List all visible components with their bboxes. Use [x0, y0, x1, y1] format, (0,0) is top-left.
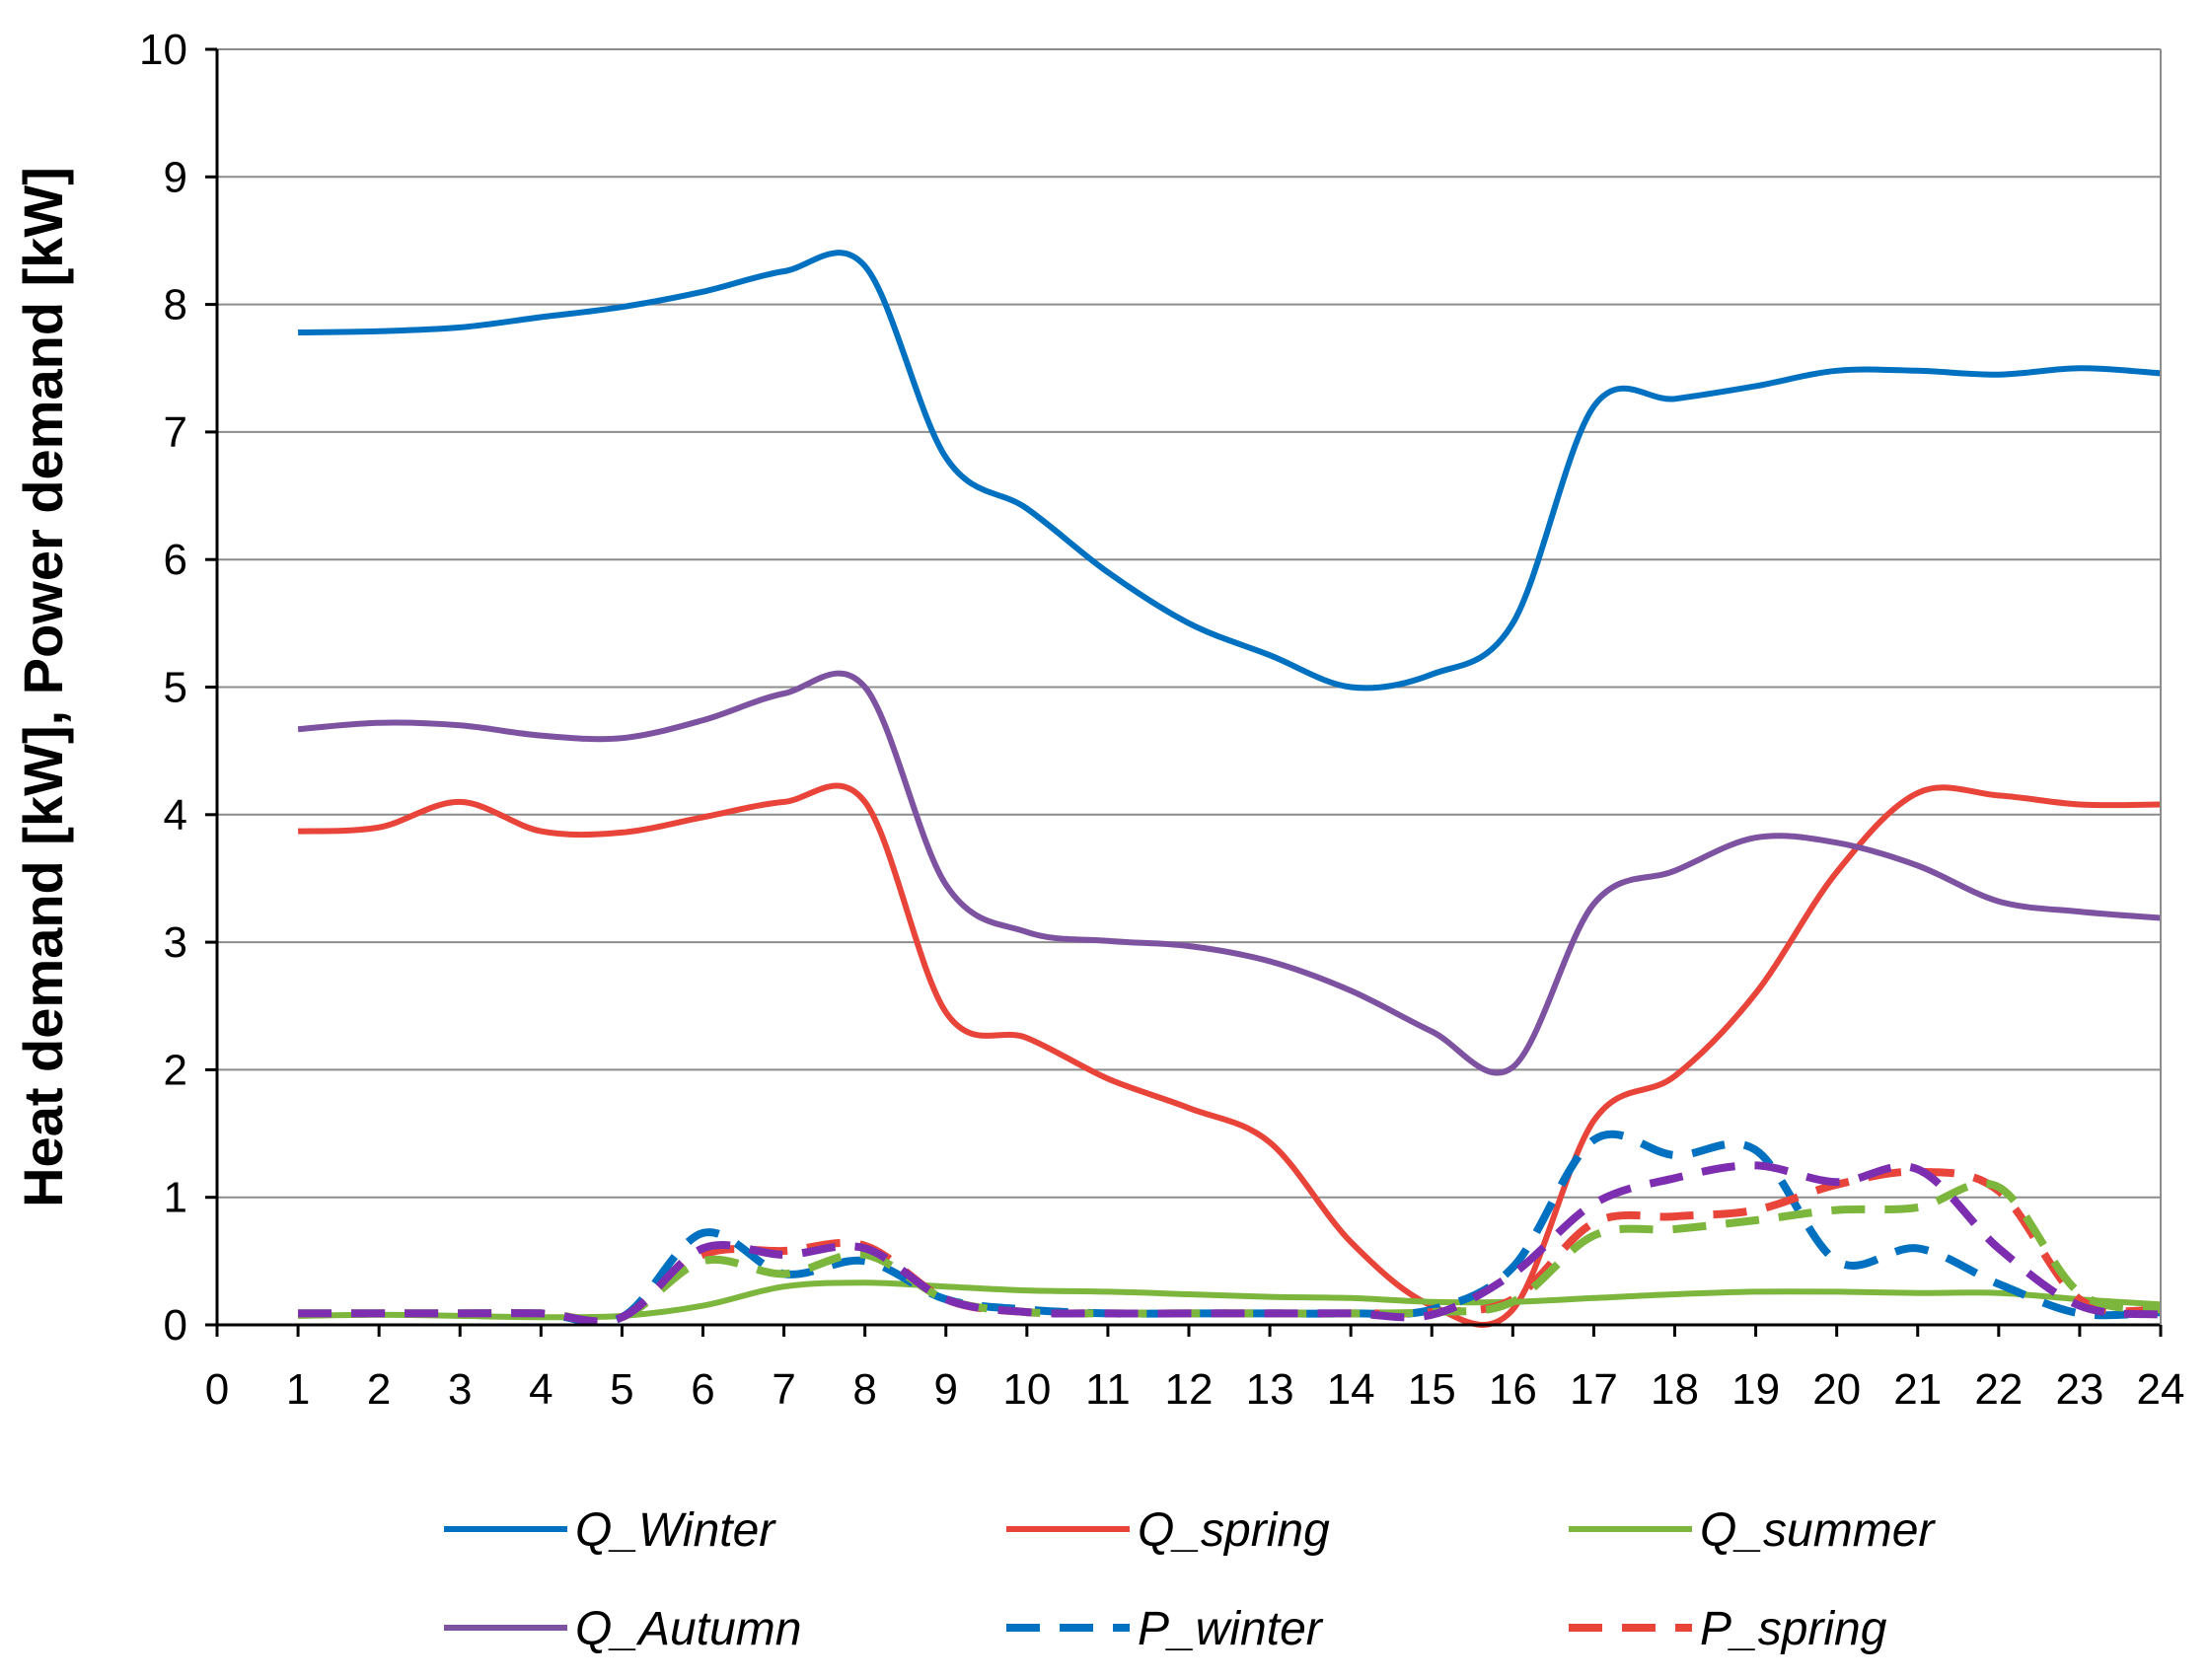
legend-item-q-winter: Q_Winter: [444, 1504, 776, 1557]
y-axis-label: Heat demand [kW], Power demand [kW]: [12, 167, 74, 1207]
y-tick-label: 0: [164, 1301, 187, 1350]
x-tick-label: 11: [1085, 1365, 1131, 1414]
y-tick-label: 5: [164, 664, 187, 712]
series-line-q-summer: [298, 1279, 2162, 1321]
legend-label: P_winter: [1138, 1603, 1324, 1655]
x-tick-label: 6: [691, 1365, 714, 1414]
legend-label: Q_spring: [1138, 1504, 1330, 1557]
gridlines: [217, 48, 2161, 1199]
series-line-q-autumn: [297, 670, 2162, 1076]
y-tick-label: 7: [164, 408, 187, 457]
x-tick-label: 13: [1246, 1365, 1294, 1414]
x-tick-label: 19: [1731, 1365, 1780, 1414]
x-tick-label: 22: [1974, 1365, 2023, 1414]
x-tick-label: 10: [1002, 1365, 1051, 1414]
y-tick-label: 9: [164, 153, 187, 201]
legend-item-q-spring: Q_spring: [1006, 1504, 1330, 1557]
x-tick-label: 1: [286, 1365, 310, 1414]
series-line-q-spring: [297, 782, 2162, 1328]
legend-label: Q_Winter: [575, 1504, 776, 1557]
x-tick-label: 17: [1570, 1365, 1618, 1414]
legend-label: Q_summer: [1700, 1504, 1936, 1557]
y-tick-label: 4: [164, 791, 187, 840]
x-tick-label: 4: [529, 1365, 552, 1414]
x-tick-label: 3: [448, 1365, 472, 1414]
series-lines: [297, 250, 2162, 1328]
axes: [205, 47, 2163, 1337]
legend-item-q-summer: Q_summer: [1569, 1504, 1936, 1557]
x-tick-label: 24: [2137, 1365, 2185, 1414]
series-line-q-winter: [298, 250, 2162, 692]
y-tick-label: 3: [164, 918, 187, 967]
x-tick-label: 7: [772, 1365, 795, 1414]
x-tick-label: 23: [2055, 1365, 2103, 1414]
legend-label: P_spring: [1700, 1603, 1887, 1655]
legend-item-p-winter: P_winter: [1006, 1603, 1324, 1655]
x-tick-label: 5: [610, 1365, 633, 1414]
y-tick-label: 2: [164, 1046, 187, 1094]
y-tick-label: 1: [164, 1174, 187, 1222]
x-tick-label: 12: [1165, 1365, 1214, 1414]
y-tick-label: 8: [164, 281, 187, 329]
series-line-p-autumn: [298, 1161, 2162, 1326]
legend: Q_Winter Q_spring Q_summer Q_Autumn P_winter…: [444, 1504, 1936, 1655]
x-tick-label: 2: [367, 1365, 391, 1414]
x-tick-label: 9: [934, 1365, 958, 1414]
x-tick-label: 21: [1893, 1365, 1942, 1414]
x-tick-label: 18: [1651, 1365, 1699, 1414]
x-tick-label: 20: [1812, 1365, 1861, 1414]
x-tick-label: 14: [1327, 1365, 1375, 1414]
x-tick-label: 8: [852, 1365, 876, 1414]
y-tick-label: 6: [164, 536, 187, 584]
legend-label: Q_Autumn: [575, 1603, 801, 1655]
x-tick-label: 15: [1408, 1365, 1456, 1414]
legend-item-p-spring: P_spring: [1569, 1603, 1887, 1655]
x-tick-label: 0: [205, 1365, 229, 1414]
legend-item-q-autumn: Q_Autumn: [444, 1603, 801, 1655]
x-tick-label: 16: [1489, 1365, 1537, 1414]
y-tick-label: 10: [139, 26, 187, 74]
